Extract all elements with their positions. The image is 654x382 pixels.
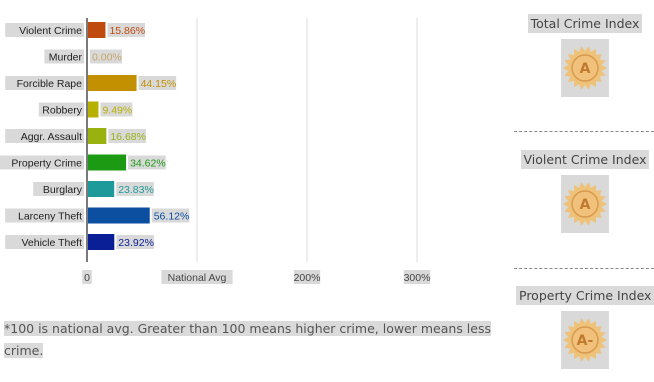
grade-badge-icon: A <box>561 39 609 97</box>
category-label-bg <box>0 155 85 170</box>
value-label: 44.15% <box>141 78 177 90</box>
total-crime-index: Total Crime Index A <box>516 14 654 97</box>
category-label-bg <box>5 235 85 249</box>
value-label-bg <box>116 182 154 196</box>
category-label: Forcible Rape <box>17 78 83 90</box>
value-label-bg <box>108 129 146 143</box>
violent-crime-index-title: Violent Crime Index <box>520 150 650 169</box>
category-label: Larceny Theft <box>18 211 82 223</box>
category-label: Burglary <box>43 184 83 196</box>
grade-letter: A <box>580 61 591 77</box>
svg-text:300%: 300% <box>404 272 431 284</box>
svg-text:0: 0 <box>84 272 90 284</box>
x-tick-label: 300% <box>404 270 431 284</box>
bar <box>88 75 137 91</box>
value-label-bg <box>116 235 154 249</box>
category-label-bg <box>33 182 84 196</box>
grade-letter: A <box>580 197 591 213</box>
category-label: Aggr. Assault <box>21 131 82 143</box>
value-label: 23.92% <box>118 237 154 249</box>
value-label-bg <box>138 76 177 90</box>
category-label: Vehicle Theft <box>21 237 82 249</box>
category-label-bg <box>38 102 84 117</box>
value-label: 34.62% <box>130 158 166 170</box>
bar <box>88 207 150 224</box>
bar <box>88 181 115 197</box>
footnote: *100 is national avg. Greater than 100 m… <box>4 321 491 358</box>
category-label-bg <box>5 208 85 223</box>
property-crime-index-title: Property Crime Index <box>516 286 654 305</box>
value-label-bg <box>128 155 166 170</box>
category-label: Property Crime <box>11 158 82 170</box>
grade-letter: A- <box>577 333 594 349</box>
value-label: 56.12% <box>154 211 190 223</box>
x-tick-label: National Avg <box>161 270 233 284</box>
bar <box>88 22 106 38</box>
value-label: 0.00% <box>92 52 122 64</box>
value-label: 23.83% <box>118 184 154 196</box>
crime-bar-chart: 0 National Avg 200% 300% Violent Crime 15.86%… <box>0 18 431 284</box>
category-label: Murder <box>49 52 83 64</box>
divider <box>514 268 654 269</box>
svg-text:200%: 200% <box>294 272 321 284</box>
grade-badge-icon: A <box>561 175 609 233</box>
value-label-bg <box>100 102 133 117</box>
value-label-bg <box>107 23 146 37</box>
x-tick-label: 200% <box>294 270 321 284</box>
value-label: 9.49% <box>102 105 132 117</box>
total-crime-index-title: Total Crime Index <box>527 14 643 33</box>
bar <box>88 234 115 250</box>
bar <box>88 154 127 171</box>
grade-badge-icon: A- <box>561 311 609 369</box>
x-tick-label: 0 <box>82 270 92 284</box>
bar <box>88 128 107 144</box>
category-label-bg <box>5 76 85 90</box>
category-label: Robbery <box>42 105 82 117</box>
value-label: 16.68% <box>110 131 146 143</box>
bar <box>88 101 99 118</box>
svg-text:National Avg: National Avg <box>168 272 227 284</box>
category-label-bg <box>5 129 85 143</box>
value-label-bg <box>151 208 190 223</box>
category-label-bg <box>44 49 84 64</box>
property-crime-index: Property Crime Index A- <box>516 286 654 369</box>
value-label-bg <box>90 49 122 64</box>
value-label: 15.86% <box>109 25 145 37</box>
category-label: Violent Crime <box>19 25 82 37</box>
violent-crime-index: Violent Crime Index A <box>516 150 654 233</box>
category-label-bg <box>5 23 85 37</box>
divider <box>514 131 654 132</box>
